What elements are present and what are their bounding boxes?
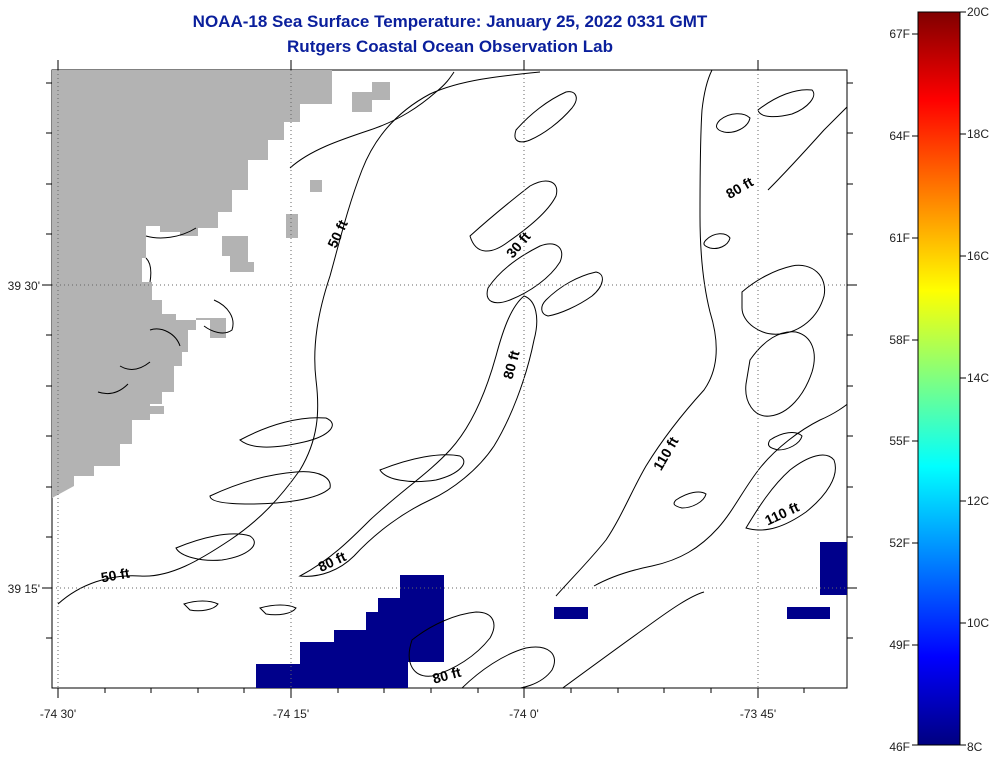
- colorbar-c-label: 12C: [967, 494, 989, 508]
- frame-ticks: [42, 60, 857, 698]
- sst-data-patch: [230, 575, 444, 688]
- land-patch: [352, 82, 390, 112]
- sst-data-patch: [787, 607, 830, 619]
- lat-tick-label: 39 30': [8, 279, 40, 293]
- colorbar-c-label: 16C: [967, 249, 989, 263]
- graticule: [52, 70, 847, 688]
- colorbar-f-label: 58F: [889, 333, 910, 347]
- colorbar-ticks: [912, 11, 966, 746]
- sst-data-patch: [554, 607, 588, 619]
- colorbar-f-label: 61F: [889, 231, 910, 245]
- colorbar-c-label: 10C: [967, 616, 989, 630]
- contour-label: 80 ft: [500, 348, 523, 380]
- colorbar-c-label: 18C: [967, 127, 989, 141]
- colorbar-f-label: 64F: [889, 129, 910, 143]
- land-new-jersey: [52, 70, 332, 498]
- colorbar-f-label: 67F: [889, 27, 910, 41]
- contour-label: 80 ft: [431, 664, 463, 687]
- coastline: [97, 227, 234, 395]
- colorbar-c-label: 20C: [967, 5, 989, 19]
- land-barrier-island: [96, 328, 144, 396]
- colorbar-c-label: 14C: [967, 371, 989, 385]
- lat-tick-label: 39 15': [8, 582, 40, 596]
- sst-data-patch: [820, 542, 847, 595]
- land-patch: [286, 214, 298, 238]
- colorbar-f-label: 46F: [889, 740, 910, 754]
- colorbar-c-label: 8C: [967, 740, 983, 754]
- land-patch: [132, 406, 164, 414]
- map-title: NOAA-18 Sea Surface Temperature: January…: [192, 12, 708, 31]
- lon-tick-label: -73 45': [740, 707, 776, 721]
- lon-tick-label: -74 15': [273, 707, 309, 721]
- land-patch: [310, 180, 322, 192]
- temperature-colorbar: [917, 11, 961, 746]
- colorbar-f-label: 49F: [889, 638, 910, 652]
- colorbar-f-label: 52F: [889, 536, 910, 550]
- map-subtitle: Rutgers Coastal Ocean Observation Lab: [287, 37, 613, 56]
- lon-tick-label: -74 0': [509, 707, 539, 721]
- land-patch: [222, 236, 254, 272]
- contour-label: 50 ft: [100, 565, 131, 586]
- lon-tick-label: -74 30': [40, 707, 76, 721]
- bathymetry-contours: [57, 70, 847, 688]
- colorbar-f-label: 55F: [889, 434, 910, 448]
